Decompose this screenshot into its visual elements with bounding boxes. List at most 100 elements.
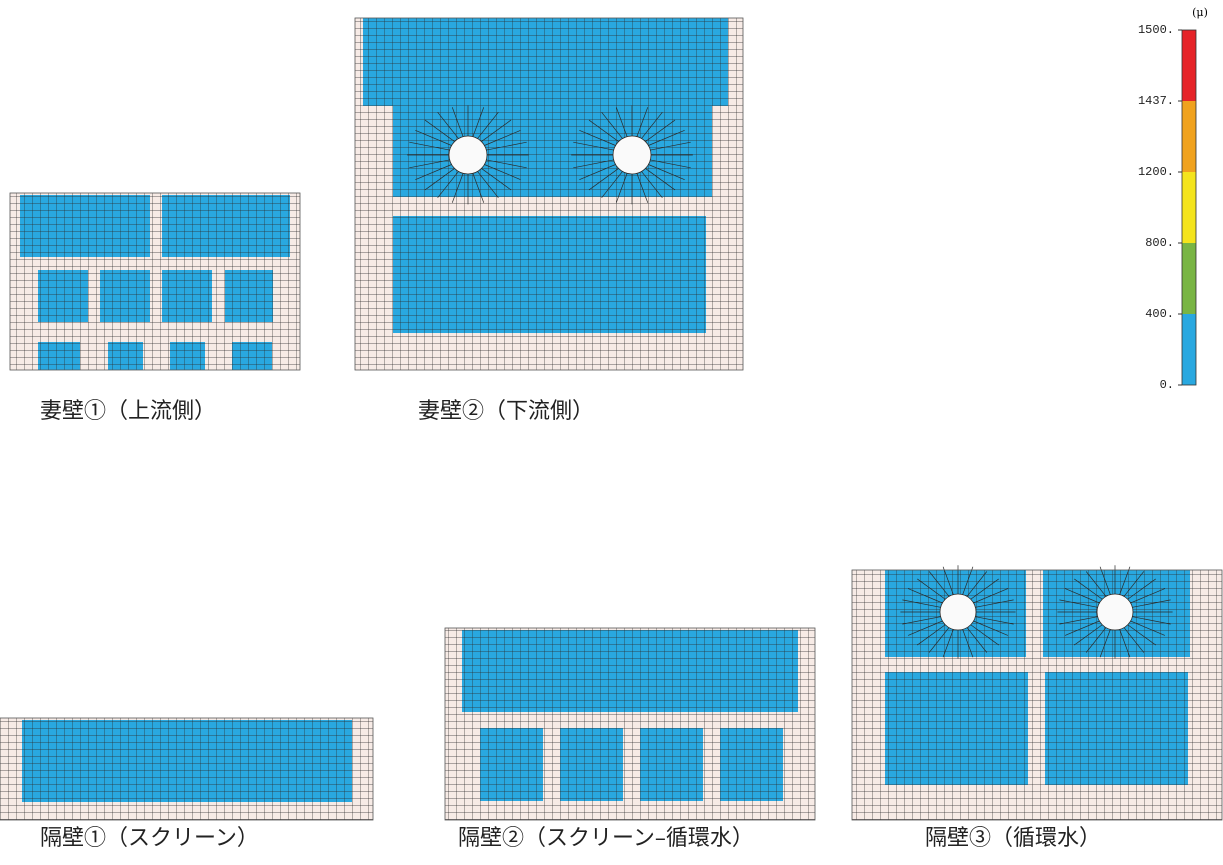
radial-mesh-line [645,119,676,142]
radial-mesh-line [477,112,499,139]
panel-border [9,192,301,371]
legend-tick-label: 0. [1160,378,1174,392]
radial-mesh-line [650,141,691,151]
radial-mesh-line [973,620,1009,636]
mesh-grid [445,628,815,820]
mesh-grid [10,193,300,370]
panel-caption: 妻壁②（下流側） [418,399,594,424]
radial-mesh-line [1085,571,1107,597]
radial-mesh-line [1059,616,1098,625]
radial-mesh-line [588,119,619,142]
legend-tick-label: 1200. [1138,165,1174,179]
radial-mesh-line [942,566,954,595]
radial-mesh-line [615,107,628,137]
mesh-panel [851,565,1223,821]
panel-border [0,717,374,821]
radial-mesh-line [1127,578,1156,600]
radial-mesh-line [486,141,527,151]
panel-caption: 隔壁②（スクリーン–循環水） [458,826,754,851]
radial-mesh-line [1132,616,1171,625]
radial-mesh-line [424,119,455,142]
radial-mesh-line [966,571,988,597]
radial-mesh-line [636,107,649,137]
radial-mesh-line [973,588,1009,604]
radial-mesh-line [1099,566,1111,595]
radial-mesh-line [650,159,691,169]
radial-mesh-line [902,599,941,608]
legend-band [1182,30,1196,101]
radial-mesh-line [975,616,1014,625]
radial-mesh-line [415,129,452,146]
radial-mesh-line [907,588,943,604]
radial-mesh-line [1074,578,1103,600]
radial-mesh-line [1119,629,1131,658]
mesh-grid [355,18,743,370]
panel-border [851,569,1223,821]
radial-mesh-line [928,571,950,597]
radial-mesh-line [928,627,950,653]
panel-border [444,627,816,821]
radial-mesh-line [966,627,988,653]
radial-mesh-line [648,164,685,181]
radial-mesh-line [641,112,663,139]
radial-mesh-line [601,112,623,139]
legend-band [1182,101,1196,172]
radial-mesh-line [484,129,521,146]
radial-mesh-line [1064,588,1100,604]
radial-mesh-line [451,107,464,137]
radial-mesh-line [1064,620,1100,636]
radial-mesh-line [486,159,527,169]
radial-mesh-line [588,168,619,191]
legend-tick-label: 800. [1145,236,1174,250]
radial-mesh-line [409,141,450,151]
radial-mesh-line [645,168,676,191]
radial-mesh-line [1123,627,1145,653]
mesh-panel [9,192,301,371]
opening [448,135,488,175]
panel-border [354,17,744,371]
radial-mesh-line [415,164,452,181]
radial-mesh-line [484,164,521,181]
mesh-panel [0,717,374,821]
panel-caption: 隔壁①（スクリーン） [40,826,259,851]
radial-mesh-line [481,119,512,142]
legend-tick-label: 1500. [1138,23,1174,37]
radial-mesh-line [648,129,685,146]
opening [1096,593,1134,631]
radial-mesh-line [579,129,616,146]
radial-mesh-line [579,164,616,181]
radial-mesh-line [437,171,459,198]
radial-mesh-line [636,173,649,203]
opening [612,135,652,175]
opening [939,593,977,631]
radial-mesh-line [1127,624,1156,646]
radial-mesh-line [975,599,1014,608]
radial-mesh-line [472,173,485,203]
radial-mesh-line [472,107,485,137]
radial-mesh-line [917,624,946,646]
radial-mesh-line [1130,588,1166,604]
radial-mesh-line [1099,629,1111,658]
radial-mesh-line [962,566,974,595]
radial-mesh-line [942,629,954,658]
radial-mesh-line [1130,620,1166,636]
radial-mesh-line [970,624,999,646]
radial-mesh-line [1059,599,1098,608]
legend-band [1182,243,1196,314]
radial-mesh-line [477,171,499,198]
radial-mesh-line [907,620,943,636]
radial-mesh-line [902,616,941,625]
radial-mesh-line [962,629,974,658]
legend-band [1182,172,1196,243]
radial-mesh-line [917,578,946,600]
mesh-panel [444,627,816,821]
legend-unit: (μ) [1192,6,1208,19]
radial-mesh-line [481,168,512,191]
radial-mesh-line [615,173,628,203]
mesh-grid [852,570,1222,820]
legend-border [1181,29,1197,386]
mesh-grid [0,718,373,820]
radial-mesh-line [970,578,999,600]
radial-mesh-line [1119,566,1131,595]
